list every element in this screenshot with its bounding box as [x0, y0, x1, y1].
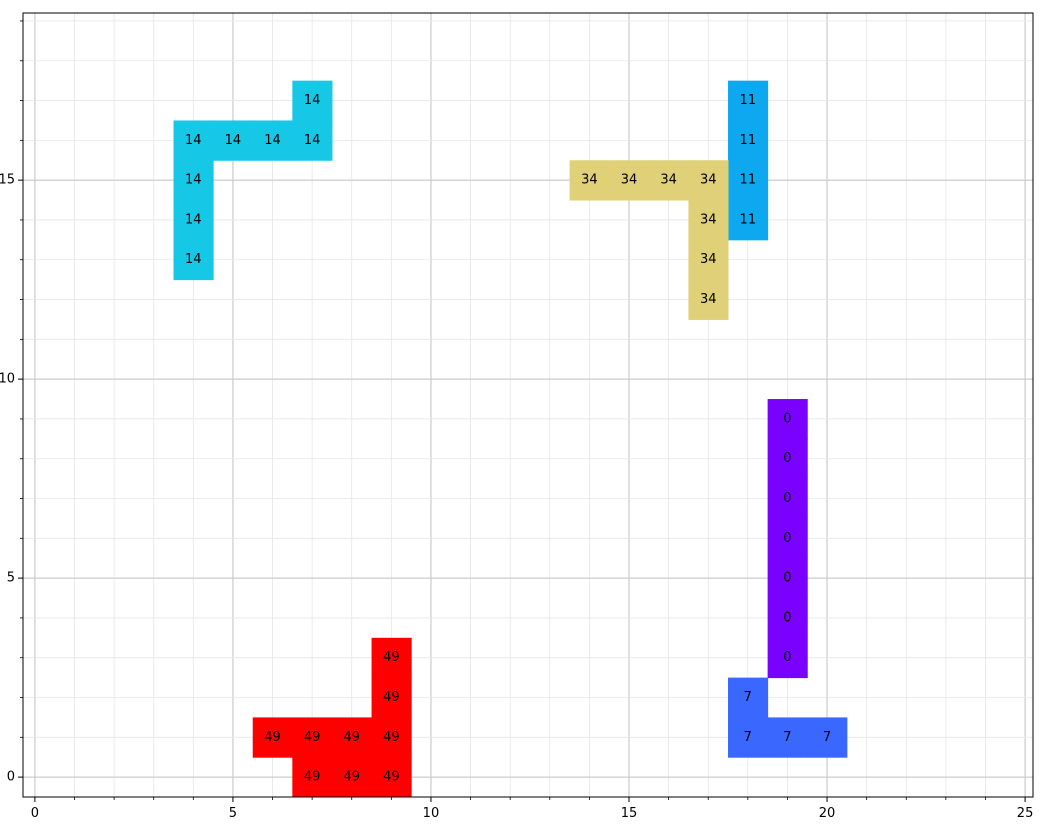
shape-7-cell-label: 7 — [744, 730, 752, 745]
shape-49-cell — [292, 757, 333, 798]
shape-14-cell — [292, 120, 333, 161]
shape-14-cell — [173, 160, 214, 201]
shape-7-cell — [728, 677, 769, 718]
shape-34-cell — [688, 160, 729, 201]
shape-34-cell-label: 34 — [700, 173, 717, 188]
shape-7-cell-label: 7 — [783, 730, 791, 745]
shape-49-cell-label: 49 — [383, 770, 400, 785]
x-tick-label: 20 — [819, 806, 836, 821]
shape-34-cell — [569, 160, 610, 201]
shape-34-cell — [688, 200, 729, 241]
shape-14-cell — [252, 120, 293, 161]
shape-cells — [173, 80, 848, 798]
axis-ticks: 0 5 10 15 20 25 0 5 10 15 — [0, 20, 1034, 821]
shape-49-cell-label: 49 — [383, 730, 400, 745]
shape-14-cell-label: 14 — [185, 212, 202, 227]
shape-34-cell-label: 34 — [660, 173, 677, 188]
shape-0-cell — [767, 478, 808, 519]
shape-14-cell-label: 14 — [185, 252, 202, 267]
plot-frame — [22, 12, 1034, 798]
shape-34-cell-label: 34 — [621, 173, 638, 188]
shape-11-cell-label: 11 — [740, 212, 757, 227]
shape-11-cell — [728, 200, 769, 241]
shape-0-cell — [767, 637, 808, 679]
shape-14-cell-label: 14 — [185, 133, 202, 148]
shape-11-cell-label: 11 — [740, 173, 757, 188]
shape-34-cell-label: 34 — [700, 292, 717, 307]
x-tick-label: 10 — [423, 806, 440, 821]
shape-11-cell-label: 11 — [740, 133, 757, 148]
shape-14-cell-label: 14 — [264, 133, 281, 148]
shape-34-cell — [688, 239, 729, 281]
shape-14-cell — [173, 239, 214, 281]
shape-7-cell — [728, 717, 769, 758]
shape-0-cell-label: 0 — [783, 610, 791, 625]
shape-0-cell-label: 0 — [783, 411, 791, 426]
shape-49-cell-label: 49 — [383, 650, 400, 665]
shape-49-cell — [371, 717, 412, 758]
x-tick-label: 0 — [31, 806, 39, 821]
shape-14-cell-label: 14 — [225, 133, 242, 148]
shape-14-cell-label: 14 — [304, 133, 321, 148]
shape-0-cell — [767, 558, 808, 599]
shape-49-cell — [371, 757, 412, 798]
shape-0-cell-label: 0 — [783, 531, 791, 546]
x-tick-label: 25 — [1017, 806, 1034, 821]
shape-49-cell-label: 49 — [304, 770, 321, 785]
cell-labels: 14 14 14 14 14 14 14 14 11 11 11 11 34 34 34 34 34 34 34 0 0… — [185, 93, 831, 785]
y-tick-label: 0 — [7, 770, 15, 785]
shape-0-cell — [767, 399, 808, 440]
y-tick-label: 5 — [7, 571, 15, 586]
y-tick-label: 10 — [0, 372, 15, 387]
shape-7-cell — [767, 717, 808, 758]
shape-49-cell — [292, 717, 333, 758]
shape-0-cell — [767, 598, 808, 639]
shape-0-cell-label: 0 — [783, 650, 791, 665]
shape-49-cell-label: 49 — [343, 730, 360, 745]
shape-0-cell-label: 0 — [783, 491, 791, 506]
shape-49-cell — [252, 717, 293, 758]
shape-34-cell — [609, 160, 650, 201]
shape-49-cell-label: 49 — [304, 730, 321, 745]
shape-0-cell — [767, 518, 808, 559]
shape-7-cell-label: 7 — [823, 730, 831, 745]
shape-14-cell — [213, 120, 254, 161]
shape-14-cell-label: 14 — [304, 93, 321, 108]
shape-0-cell-label: 0 — [783, 571, 791, 586]
shape-49-cell-label: 49 — [264, 730, 281, 745]
shape-14-cell — [173, 200, 214, 241]
shape-34-cell-label: 34 — [700, 252, 717, 267]
shape-14-cell — [173, 120, 214, 161]
x-tick-label: 15 — [621, 806, 638, 821]
shape-14-cell — [292, 80, 333, 121]
shape-7-cell — [807, 717, 848, 758]
shape-34-cell-label: 34 — [700, 212, 717, 227]
shape-11-cell — [728, 120, 769, 161]
shape-34-cell — [648, 160, 689, 201]
shape-11-cell-label: 11 — [740, 93, 757, 108]
x-tick-label: 5 — [229, 806, 237, 821]
shape-11-cell — [728, 160, 769, 201]
shape-49-cell — [331, 757, 373, 798]
shape-14-cell-label: 14 — [185, 173, 202, 188]
shape-0-cell-label: 0 — [783, 451, 791, 466]
y-tick-label: 15 — [0, 173, 15, 188]
shape-0-cell — [767, 438, 808, 480]
shape-34-cell — [688, 279, 729, 320]
shape-49-cell — [331, 717, 373, 758]
shape-49-cell-label: 49 — [383, 690, 400, 705]
shape-34-cell-label: 34 — [581, 173, 598, 188]
shape-49-cell — [371, 637, 412, 679]
shape-11-cell — [728, 80, 769, 121]
shape-49-cell — [371, 677, 412, 718]
shape-49-cell-label: 49 — [343, 770, 360, 785]
shape-7-cell-label: 7 — [744, 690, 752, 705]
